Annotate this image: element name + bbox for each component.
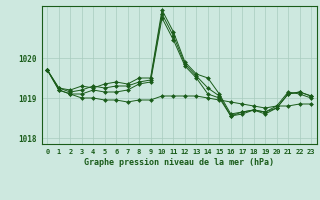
X-axis label: Graphe pression niveau de la mer (hPa): Graphe pression niveau de la mer (hPa) [84, 158, 274, 167]
